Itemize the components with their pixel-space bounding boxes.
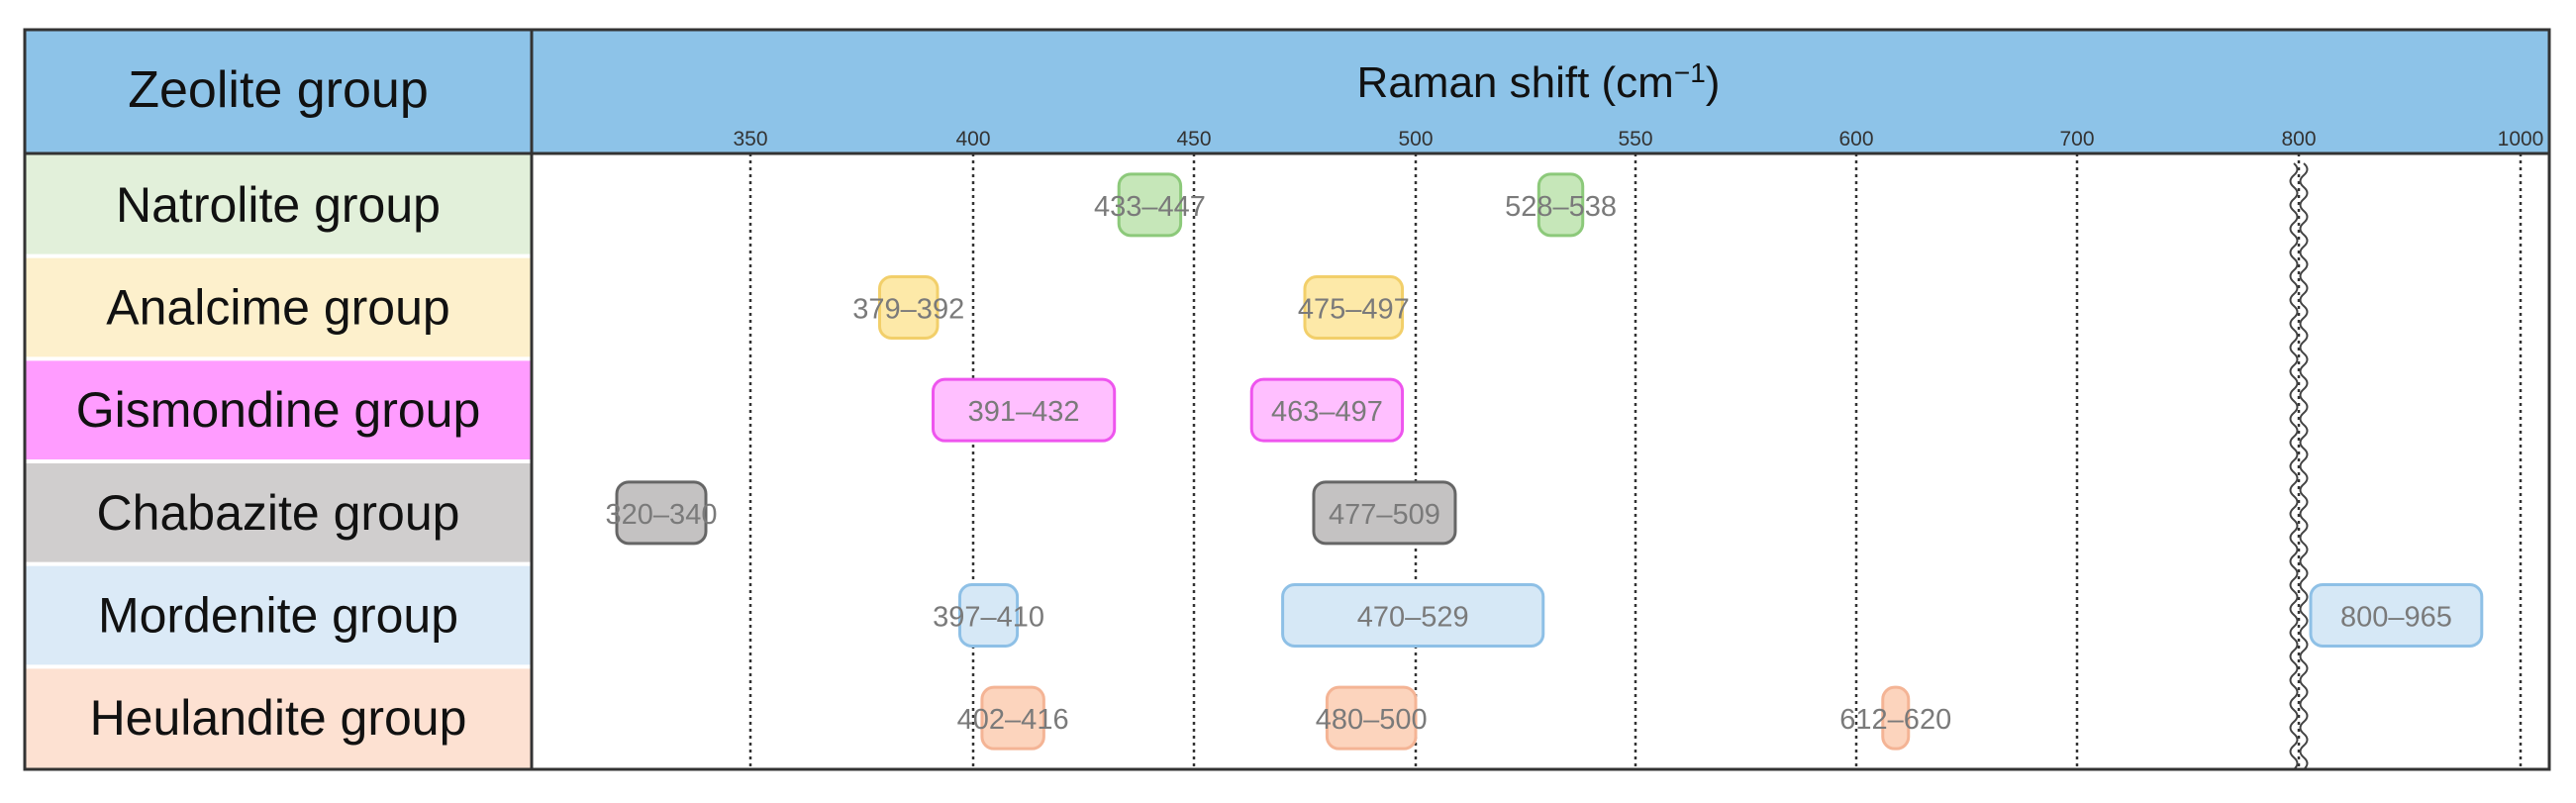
range-bar (1881, 685, 1911, 751)
range-bar (980, 685, 1045, 751)
range-bar (1312, 480, 1457, 546)
group-label: Analcime group (106, 280, 449, 336)
range-label: 391–432 (968, 396, 1080, 428)
range-label: 433–447 (1094, 191, 1206, 223)
range-label: 477–509 (1329, 499, 1440, 531)
x-tick-label: 550 (1618, 128, 1652, 151)
range-bar (958, 583, 1020, 648)
gridlines (748, 153, 2523, 769)
range-label: 397–410 (933, 602, 1044, 634)
range-bar (615, 480, 708, 546)
right-header-cell (532, 30, 2549, 153)
range-bar (1536, 172, 1585, 238)
group-label: Mordenite group (98, 588, 458, 644)
range-label: 800–965 (2340, 602, 2452, 634)
range-label: 528–538 (1505, 191, 1617, 223)
axis-break-line (2289, 162, 2299, 770)
x-tick-label: 700 (2059, 128, 2094, 151)
range-label: 402–416 (957, 704, 1069, 736)
x-tick-label: 350 (733, 128, 767, 151)
axis-break (2289, 162, 2309, 770)
axis-break-line (2299, 162, 2309, 770)
group-label-cell (25, 461, 532, 564)
range-label: 475–497 (1298, 294, 1410, 326)
range-label: 379–392 (852, 294, 964, 326)
group-label-cell (25, 563, 532, 667)
group-rows: Natrolite group Analcime group Gismondine … (25, 153, 2549, 769)
range-bar (1303, 275, 1405, 340)
table-frame (23, 28, 2551, 771)
x-tick-label: 600 (1838, 128, 1873, 151)
x-tick-label: 1000 (2498, 128, 2544, 151)
range-bar (878, 275, 940, 340)
x-tick-label: 500 (1398, 128, 1433, 151)
group-label: Chabazite group (97, 485, 460, 541)
x-tick-label: 450 (1176, 128, 1211, 151)
group-label: Heulandite group (90, 690, 467, 746)
group-label-cell (25, 153, 532, 256)
group-label-cell (25, 255, 532, 359)
x-tick-labels: 350 400 450 500 550 600 700 800 1000 (733, 128, 2543, 151)
chart-title: Raman shift (cm−1) (1357, 57, 1721, 108)
group-label: Gismondine group (76, 382, 481, 438)
x-tick-label: 800 (2281, 128, 2316, 151)
range-bars: 433–447 528–538 379–392 475–497 391–432 463–4… (606, 172, 2484, 751)
group-label-cell (25, 358, 532, 461)
group-label: Natrolite group (116, 177, 441, 233)
left-header-cell (25, 30, 532, 153)
range-bar (1249, 377, 1405, 443)
range-label: 480–500 (1316, 704, 1428, 736)
group-label-cell (25, 666, 532, 769)
group-column-header: Zeolite group (128, 61, 429, 119)
range-label: 612–620 (1839, 704, 1951, 736)
range-label: 320–340 (606, 499, 718, 531)
range-bar (1325, 685, 1418, 751)
range-bar (2309, 583, 2484, 648)
range-bar (932, 377, 1117, 443)
range-bar (1281, 583, 1545, 648)
range-bar (1117, 172, 1183, 238)
range-label: 470–529 (1357, 602, 1469, 634)
x-tick-label: 400 (955, 128, 990, 151)
range-label: 463–497 (1271, 396, 1383, 428)
